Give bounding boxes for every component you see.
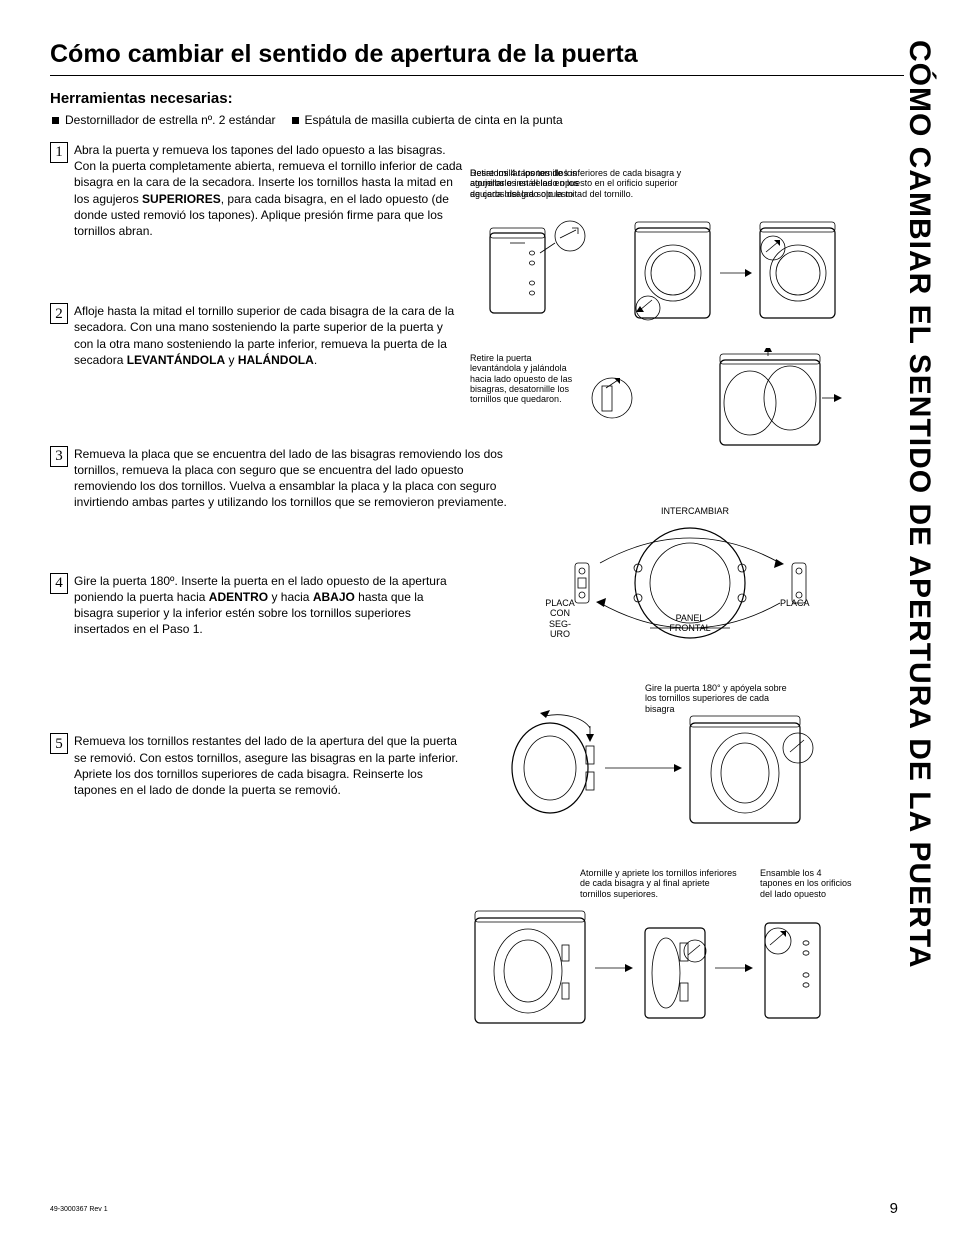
step-number: 2 <box>50 303 68 324</box>
bullet-icon <box>292 117 299 124</box>
footer-revision: 49-3000367 Rev 1 <box>50 1206 108 1213</box>
diagram-step5 <box>470 903 870 1043</box>
step: 4 Gire la puerta 180º. Inserte la puerta… <box>50 573 465 638</box>
steps-column: 1 Abra la puerta y remueva los tapones d… <box>50 142 465 798</box>
side-title: CÓMO CAMBIAR EL SENTIDO DE APERTURA DE L… <box>902 40 936 969</box>
diagram-step1-left <box>470 218 620 328</box>
step: 5 Remueva los tornillos restantes del la… <box>50 733 465 798</box>
tool-item: Espátula de masilla cubierta de cinta en… <box>292 113 563 128</box>
caption: Atornille y apriete los tornillos inferi… <box>580 868 740 899</box>
caption: INTERCAMBIAR <box>650 506 740 516</box>
diagram-step1-right <box>630 218 860 328</box>
step: 2 Afloje hasta la mitad el tornillo supe… <box>50 303 465 368</box>
step-body: Gire la puerta 180º. Inserte la puerta e… <box>74 573 465 638</box>
tool-text: Destornillador de estrella nº. 2 estánda… <box>65 113 276 128</box>
diagram-step2 <box>590 348 860 453</box>
step-body: Remueva los tornillos restantes del lado… <box>74 733 465 798</box>
diagram-step4 <box>490 688 850 838</box>
caption: PANEL FRONTAL <box>660 613 720 634</box>
step-number: 4 <box>50 573 68 594</box>
step-number: 3 <box>50 446 68 467</box>
page-title: Cómo cambiar el sentido de apertura de l… <box>50 40 904 76</box>
caption: Retire la puerta levantándola y jalándol… <box>470 353 585 405</box>
step-body: Afloje hasta la mitad el tornillo superi… <box>74 303 465 368</box>
step-number: 5 <box>50 733 68 754</box>
tools-list: Destornillador de estrella nº. 2 estánda… <box>50 113 904 128</box>
page-number: 9 <box>890 1200 898 1217</box>
caption: PLACA CON SEG-URO <box>540 598 580 639</box>
tool-text: Espátula de masilla cubierta de cinta en… <box>305 113 563 128</box>
step-body: Remueva la placa que se encuentra del la… <box>74 446 525 511</box>
step: 3 Remueva la placa que se encuentra del … <box>50 446 525 511</box>
tool-item: Destornillador de estrella nº. 2 estánda… <box>52 113 276 128</box>
tools-heading: Herramientas necesarias: <box>50 90 904 107</box>
bullet-icon <box>52 117 59 124</box>
caption: Desatornillar los tornillos inferiores d… <box>470 168 690 199</box>
caption: Ensamble los 4 tapones en los orificios … <box>760 868 855 899</box>
step-number: 1 <box>50 142 68 163</box>
step: 1 Abra la puerta y remueva los tapones d… <box>50 142 465 239</box>
step-body: Abra la puerta y remueva los tapones del… <box>74 142 465 239</box>
caption: PLACA <box>780 598 825 608</box>
